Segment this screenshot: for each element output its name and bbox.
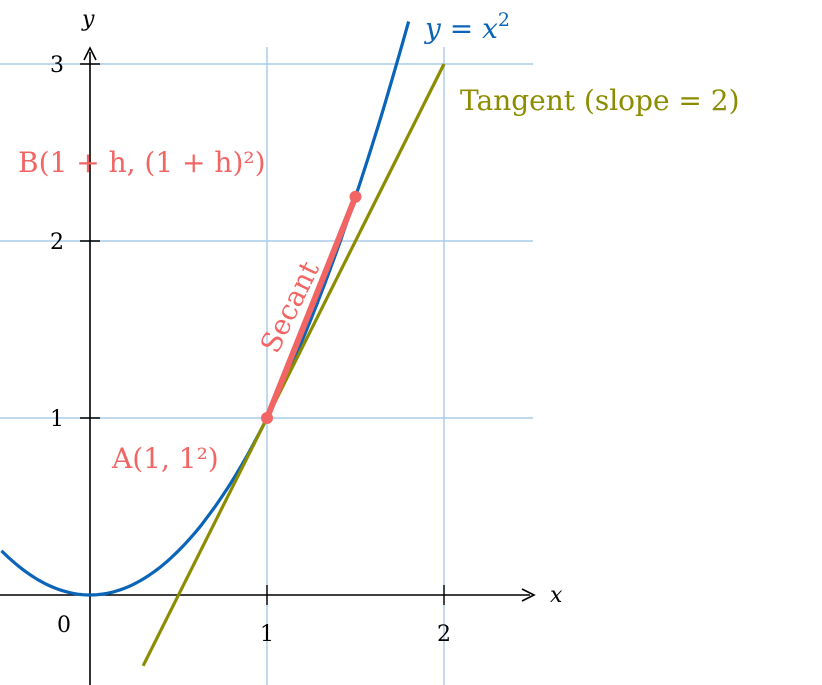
curves: [0, 21, 446, 667]
y-axis-arrow-icon: [83, 46, 97, 61]
y-axis-label: y: [81, 7, 95, 32]
x-axis-arrow-icon: [521, 588, 536, 602]
x-tick-label: 1: [260, 622, 274, 647]
y-tick-label: 1: [50, 407, 64, 432]
parabola-label: y = x2: [423, 9, 510, 45]
x-axis-label: x: [550, 583, 563, 608]
origin-label: 0: [57, 613, 71, 638]
secant-line: [264, 193, 359, 421]
tangent-line: [141, 63, 446, 667]
x-tick-label: 2: [437, 622, 451, 647]
y-tick-label: 2: [50, 230, 64, 255]
point-a-marker: [261, 412, 273, 424]
point-b-label: B(1 + h, (1 + h)²): [18, 146, 266, 179]
ticks: 1 2 1 2 3: [50, 53, 451, 647]
parabola-curve: [0, 21, 411, 597]
point-b-marker: [349, 190, 362, 203]
y-tick-label: 3: [50, 53, 64, 78]
tangent-label: Tangent (slope = 2): [460, 84, 740, 117]
point-a-label: A(1, 1²): [111, 442, 219, 475]
